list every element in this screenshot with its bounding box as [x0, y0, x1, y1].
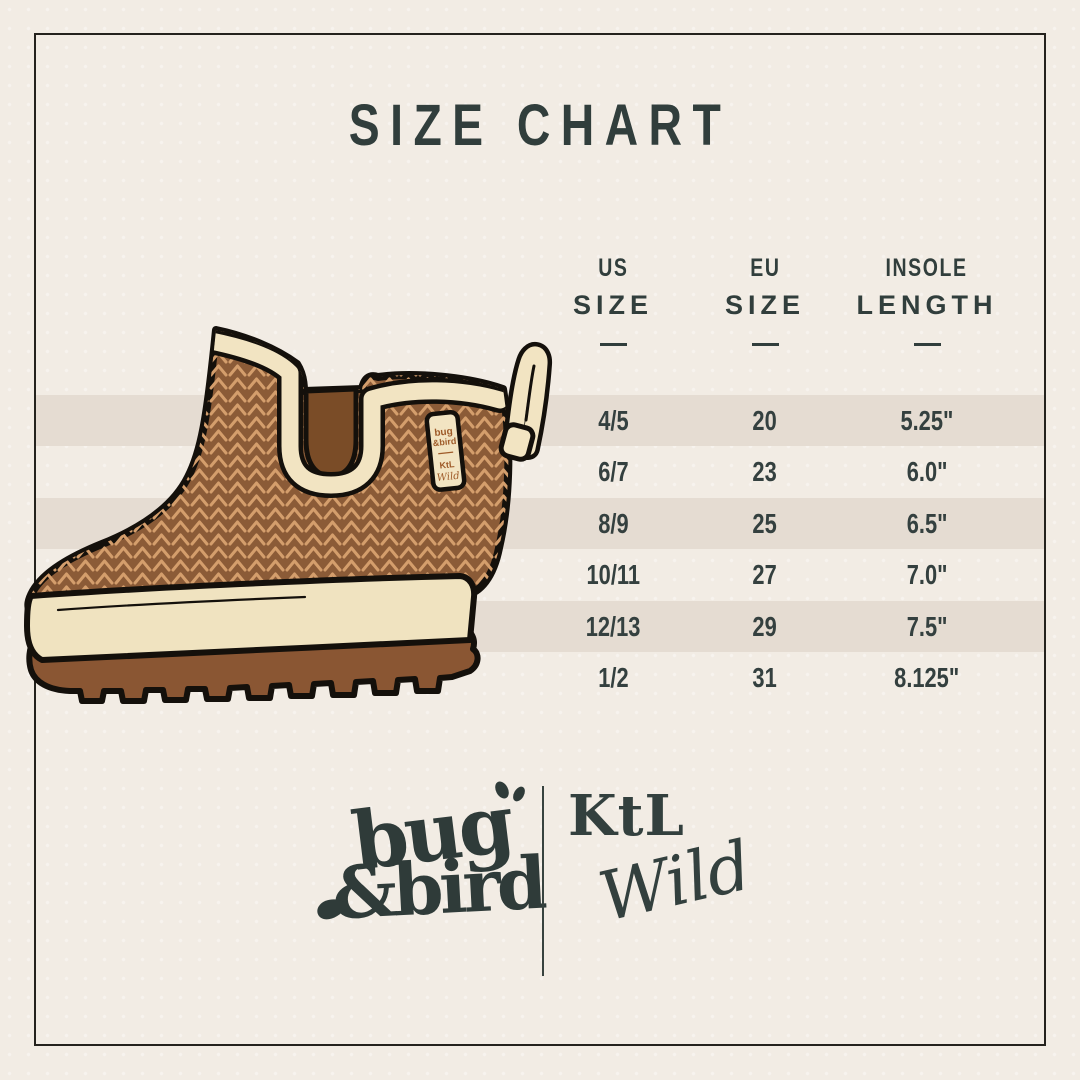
us-size-value: 1/2: [597, 661, 629, 693]
us-size-label: SIZE: [572, 290, 653, 320]
insole-length-value: 6.0": [906, 456, 948, 488]
header-underline: [913, 343, 941, 346]
eu-size-label: SIZE: [724, 290, 805, 320]
bug-and-bird-logo-line2: &bird: [329, 839, 546, 936]
us-size-value: 10/11: [586, 559, 640, 591]
table-row: 10/11 27 7.0": [36, 549, 1044, 600]
eu-size-value: 31: [752, 661, 778, 693]
column-header-us-size: US SIZE: [503, 254, 723, 346]
header-underline: [751, 343, 779, 346]
column-header-eu-size: EU SIZE: [655, 254, 875, 346]
ktl-wild-logo-line1: KtL: [568, 783, 685, 849]
eu-size-value: 27: [752, 559, 778, 591]
eu-size-value: 25: [752, 507, 778, 539]
eu-size-value: 23: [752, 456, 778, 488]
insole-label: INSOLE: [886, 254, 968, 282]
logo-antennae-icon: [495, 781, 525, 802]
table-row: 4/5 20 5.25": [36, 395, 1044, 447]
us-label: US: [597, 254, 629, 282]
logo-leaf-icon: [317, 899, 348, 920]
insole-length-value: 8.125": [894, 661, 960, 693]
column-header-insole-length: INSOLE LENGTH: [817, 254, 1037, 346]
us-size-value: 12/13: [585, 610, 641, 642]
bug-and-bird-logo: bug &bird: [317, 776, 550, 985]
header-underline: [599, 343, 627, 346]
us-size-value: 8/9: [597, 507, 629, 539]
table-row: 6/7 23 6.0": [36, 446, 1044, 497]
insole-length-value: 6.5": [906, 507, 948, 539]
logo-divider: [542, 786, 544, 976]
eu-size-value: 29: [752, 610, 778, 642]
eu-label: EU: [749, 254, 781, 282]
table-row: 12/13 29 7.5": [36, 600, 1044, 652]
insole-length-value: 7.0": [906, 559, 948, 591]
table-row: 1/2 31 8.125": [36, 652, 1044, 703]
eu-size-value: 20: [752, 405, 778, 436]
size-table: 4/5 20 5.25" 6/7 23 6.0" 8/9 25 6.5" 10/…: [36, 395, 1044, 703]
page-title-text: SIZE CHART: [348, 93, 732, 158]
ktl-wild-logo: KtL Wild: [568, 788, 828, 998]
table-row: 8/9 25 6.5": [36, 497, 1044, 550]
us-size-value: 4/5: [597, 405, 629, 436]
insole-length-value: 5.25": [900, 405, 954, 436]
insole-length-value: 7.5": [906, 610, 948, 642]
us-size-value: 6/7: [597, 456, 629, 488]
length-label: LENGTH: [856, 290, 998, 320]
page-title: SIZE CHART: [0, 92, 1080, 159]
